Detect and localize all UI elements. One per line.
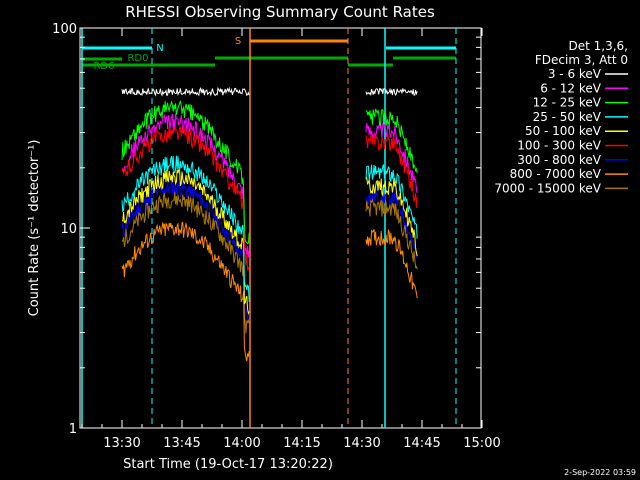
series-line-pass-2 xyxy=(365,176,418,257)
legend-entry-label: 25 - 50 keV xyxy=(533,110,602,124)
x-tick-label: 13:45 xyxy=(163,436,200,451)
legend-header: Det 1,3,6, xyxy=(569,39,629,53)
legend-entry-label: 100 - 300 keV xyxy=(517,139,601,153)
legend-entry-label: 50 - 100 keV xyxy=(525,124,602,138)
series-line-pass-1 xyxy=(121,191,250,334)
chart-title: RHESSI Observing Summary Count Rates xyxy=(125,3,435,21)
x-tick-label: 14:30 xyxy=(343,436,380,451)
flag-label: RD6 xyxy=(93,61,114,72)
legend-header: FDecim 3, Att 0 xyxy=(535,53,628,67)
y-tick-label: 10 xyxy=(60,222,77,237)
y-tick-label: 100 xyxy=(52,22,77,37)
axes-group: 13:30 13:45 14:00 14:15 14:30 14:45 15:00 100 10… xyxy=(52,22,501,451)
legend-entry-label: 800 - 7000 keV xyxy=(510,167,602,181)
series-line-pass-2 xyxy=(365,198,418,270)
series-line-pass-1 xyxy=(122,113,250,258)
legend-entry-label: 7000 - 15000 keV xyxy=(494,181,601,195)
series-group xyxy=(121,86,418,362)
series-line-pass-2 xyxy=(365,164,418,239)
legend-entry-label: 6 - 12 keV xyxy=(540,81,602,95)
series-line-pass-1 xyxy=(121,222,250,362)
x-axis-label: Start Time (19-Oct-17 13:20:22) xyxy=(123,457,333,472)
x-tick-label: 14:00 xyxy=(223,436,260,451)
series-line-pass-1 xyxy=(121,169,250,316)
x-tick-label: 14:45 xyxy=(403,436,440,451)
y-axis-label: Count Rate (s⁻¹ detector⁻¹) xyxy=(27,140,42,317)
x-tick-label: 15:00 xyxy=(463,436,500,451)
series-line-pass-2 xyxy=(365,87,418,97)
series-line-pass-1 xyxy=(121,155,250,303)
series-line-pass-2 xyxy=(365,228,418,299)
legend-entry-label: 12 - 25 keV xyxy=(533,96,602,110)
series-line-pass-2 xyxy=(365,108,418,174)
series-line-pass-2 xyxy=(365,188,418,259)
flag-label: RD0 xyxy=(127,53,148,64)
flag-label: N xyxy=(156,43,163,54)
series-line-pass-2 xyxy=(365,133,418,208)
legend-entry-label: 3 - 6 keV xyxy=(548,67,602,81)
series-line-pass-1 xyxy=(121,100,250,245)
legend-entry-label: 300 - 800 keV xyxy=(517,153,601,167)
plot-frame xyxy=(79,27,482,429)
x-tick-label: 14:15 xyxy=(283,436,320,451)
flag-bars: N RD0 RD6 S xyxy=(81,28,457,428)
series-line-pass-1 xyxy=(121,125,250,272)
series-line-pass-1 xyxy=(121,86,250,97)
x-tick-label: 13:30 xyxy=(103,436,140,451)
y-tick-label: 1 xyxy=(69,422,77,437)
timestamp: 2-Sep-2022 03:59 xyxy=(564,468,636,477)
flag-label: S xyxy=(235,36,241,47)
